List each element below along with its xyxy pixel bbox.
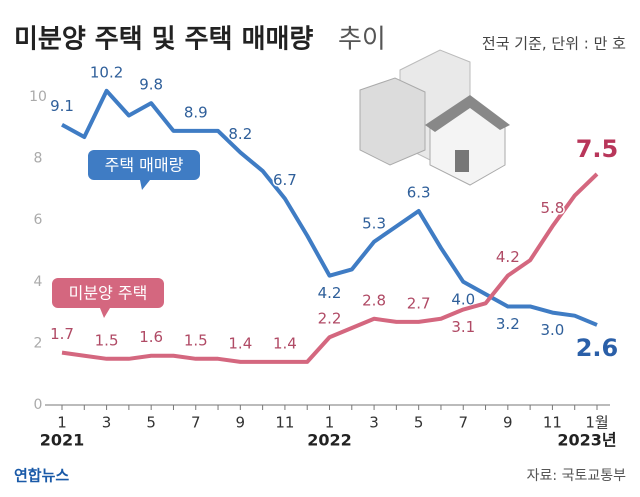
x-tick-label: 11	[543, 414, 562, 432]
y-tick-label: 8	[34, 151, 43, 167]
x-tick-label: 1	[325, 414, 335, 432]
x-tick-label: 3	[102, 414, 112, 432]
series-box-blue: 주택 매매량	[88, 150, 200, 190]
x-tick-label: 9	[503, 414, 513, 432]
data-label: 1.4	[228, 334, 252, 352]
data-label: 1.5	[95, 331, 119, 349]
data-label: 9.1	[50, 97, 74, 115]
data-label: 2.7	[407, 294, 431, 312]
data-label: 1.6	[139, 328, 163, 346]
y-tick-label: 10	[29, 89, 47, 105]
house-illustration	[359, 49, 510, 186]
data-label: 1.5	[184, 331, 208, 349]
legend-label: 미분양 주택	[69, 284, 148, 303]
data-label: 4.2	[318, 284, 342, 302]
x-tick-label: 5	[414, 414, 424, 432]
data-label: 8.2	[228, 125, 252, 143]
data-label: 4.2	[496, 248, 520, 266]
legend-label: 주택 매매량	[105, 156, 184, 175]
y-tick-label: 4	[34, 274, 43, 290]
data-label: 4.0	[451, 290, 475, 308]
x-tick-label: 3	[369, 414, 379, 432]
subtitle: 전국 기준, 단위 : 만 호	[482, 35, 626, 53]
x-tick-label: 7	[458, 414, 468, 432]
data-label: 7.5	[576, 135, 619, 163]
data-label: 8.9	[184, 103, 208, 121]
y-tick-label: 6	[34, 212, 43, 228]
data-label: 6.3	[407, 183, 431, 201]
data-label: 3.1	[451, 318, 475, 336]
year-label: 2023년	[557, 431, 616, 450]
x-tick-label: 1	[57, 414, 67, 432]
data-label: 2.2	[318, 310, 342, 328]
data-label: 5.3	[362, 214, 386, 232]
data-label: 9.8	[139, 76, 163, 94]
source: 자료: 국토교통부	[527, 468, 626, 484]
data-label: 5.8	[540, 199, 564, 217]
series-line	[61, 88, 598, 327]
x-tick-label: 11	[275, 414, 294, 432]
x-tick-label: 1월	[585, 414, 608, 432]
data-label: 1.7	[50, 325, 74, 343]
data-label: 3.2	[496, 315, 520, 333]
chart-title: 미분양 주택 및 주택 매매량	[14, 25, 313, 55]
data-label: 2.6	[576, 334, 619, 362]
chart-title-suffix: 추이	[338, 25, 386, 55]
series-line	[61, 172, 599, 364]
data-label: 3.0	[540, 321, 564, 339]
logo: 연합뉴스	[14, 467, 69, 485]
x-tick-label: 7	[191, 414, 201, 432]
year-label: 2021	[40, 431, 85, 450]
x-tick-label: 5	[146, 414, 156, 432]
x-tick-label: 9	[236, 414, 246, 432]
data-label: 10.2	[90, 63, 123, 81]
y-tick-label: 2	[34, 335, 43, 351]
y-tick-label: 0	[34, 397, 43, 413]
year-label: 2022	[307, 431, 352, 450]
data-label: 6.7	[273, 171, 297, 189]
data-label: 2.8	[362, 291, 386, 309]
data-label: 1.4	[273, 334, 297, 352]
series-box-red: 미분양 주택	[52, 278, 164, 318]
